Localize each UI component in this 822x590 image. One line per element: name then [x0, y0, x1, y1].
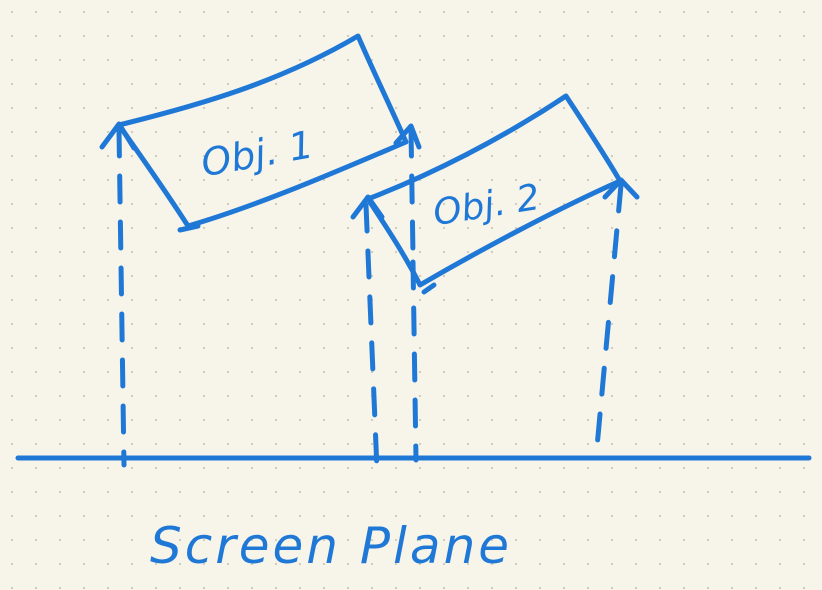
object-2-bottom-tick	[421, 282, 437, 295]
projection-lines	[116, 127, 624, 473]
object-2: Obj. 2	[350, 93, 640, 295]
object-2-arrowhead-left	[350, 194, 385, 220]
screen-plane-label: Screen Plane	[150, 517, 512, 575]
object-2-arrowhead-right	[602, 177, 640, 200]
object-1-bottom-tick	[177, 223, 201, 233]
object-1-arrowhead-left	[99, 121, 137, 151]
projection-line-object-1-left	[116, 127, 127, 468]
projection-line-object-1-right	[408, 127, 416, 258]
projection-line-object-2-inner	[410, 259, 419, 463]
projection-line-object-2-right	[593, 182, 624, 461]
object-1-outline	[116, 33, 409, 229]
projection-line-object-2-left	[363, 202, 380, 473]
object-1-arrowhead-right	[393, 123, 422, 150]
